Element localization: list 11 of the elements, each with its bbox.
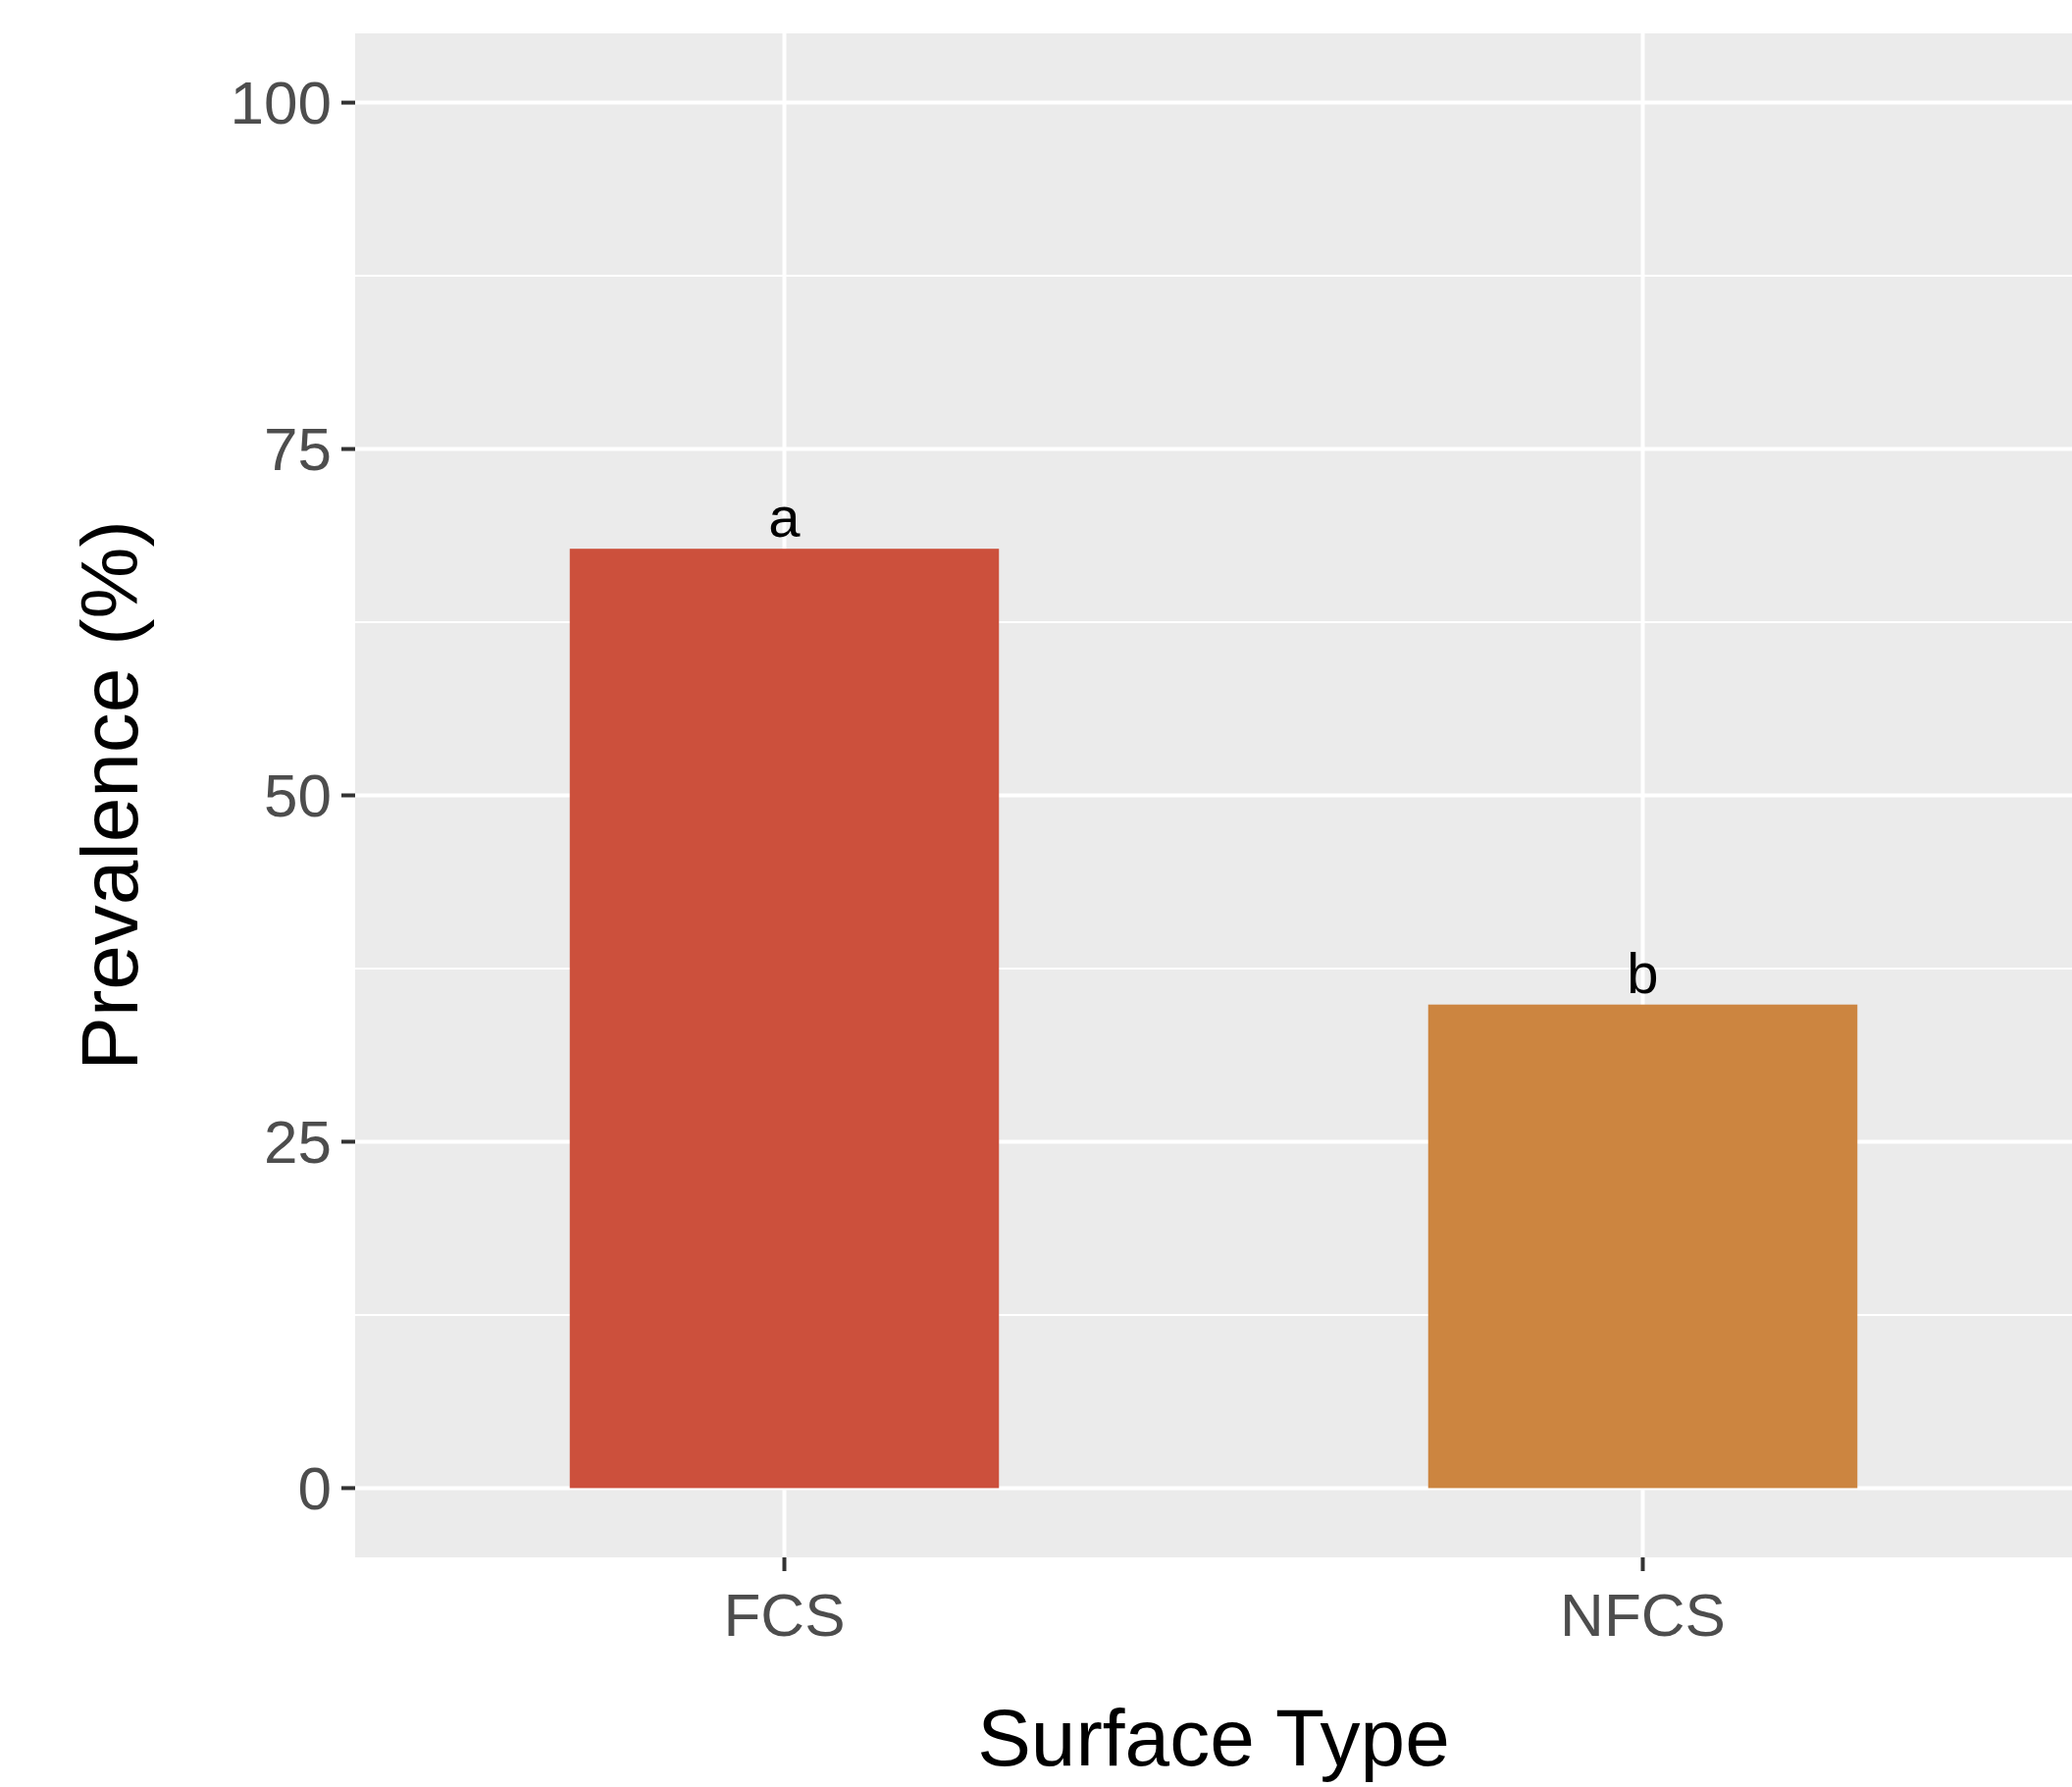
y-tick-label: 25	[264, 1108, 332, 1177]
x-tick-label: NFCS	[1560, 1581, 1726, 1649]
y-tick-label: 75	[264, 415, 332, 484]
y-tick-label: 0	[297, 1454, 332, 1523]
annotation: a	[768, 485, 802, 550]
annotation: b	[1627, 940, 1659, 1005]
y-tick-label: 100	[230, 69, 332, 137]
y-axis-title: Prevalence (%)	[65, 520, 154, 1071]
x-axis-title: Surface Type	[977, 1693, 1450, 1782]
x-tick-label: FCS	[723, 1581, 846, 1649]
y-tick-label: 50	[264, 762, 332, 830]
